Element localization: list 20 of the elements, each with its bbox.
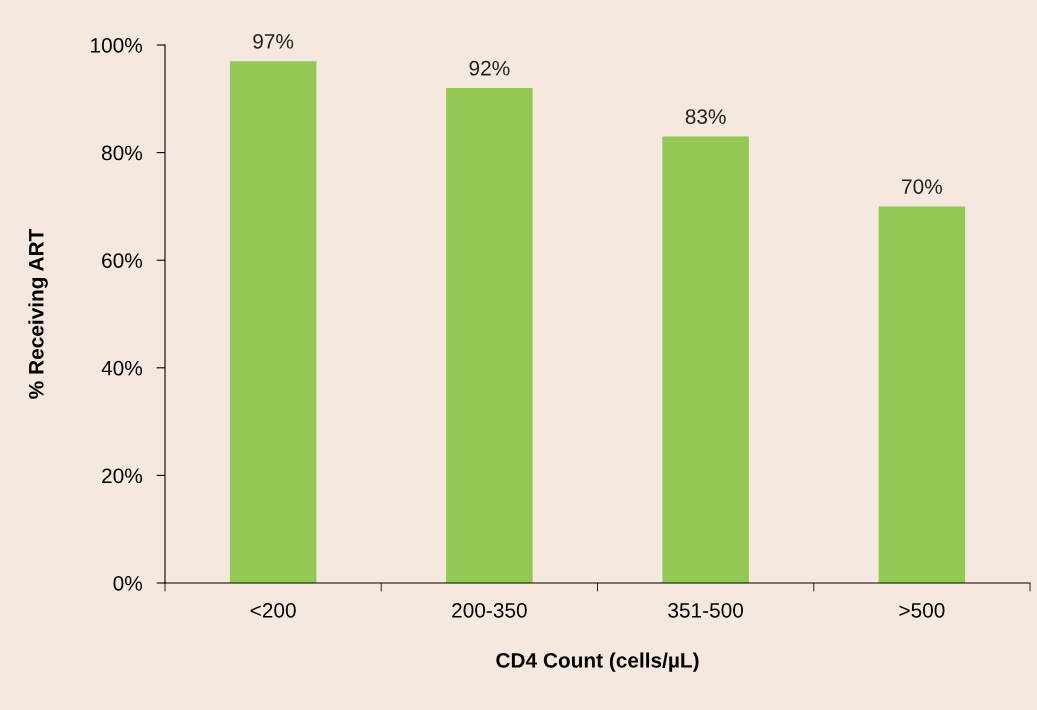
bar (662, 136, 749, 583)
data-label: 83% (685, 109, 726, 125)
y-tick-label: 100% (91, 38, 143, 53)
x-tick-label: 351-500 (668, 602, 744, 618)
x-axis-title: CD4 Count (cells/µL) (496, 652, 699, 672)
x-tick-label: <200 (250, 602, 296, 618)
y-tick-label: 80% (101, 145, 143, 161)
bar (878, 206, 966, 583)
data-label: 70% (902, 179, 942, 194)
y-tick-label: 60% (102, 253, 143, 268)
y-tick-label: 40% (101, 360, 143, 376)
bar (229, 61, 317, 583)
data-label: 92% (469, 60, 510, 76)
x-tick-label: 200-350 (452, 602, 527, 618)
y-axis-title: % Receiving ART (28, 228, 48, 399)
bar (446, 88, 533, 583)
data-label: 97% (253, 33, 294, 49)
x-tick-label: >500 (899, 602, 945, 618)
y-tick-label: 20% (102, 468, 143, 484)
y-tick-label: 0% (113, 576, 143, 591)
